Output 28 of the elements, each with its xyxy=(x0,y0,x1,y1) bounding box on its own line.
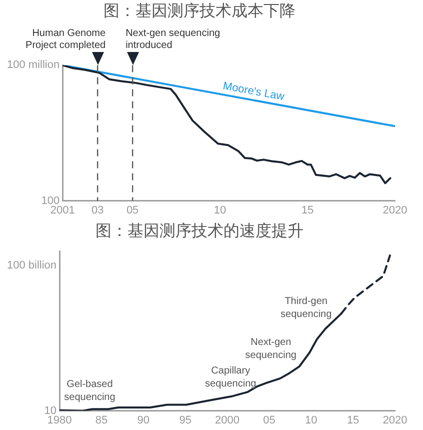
annotation: Gel-based sequencing xyxy=(64,379,116,404)
chart-title: 图：基因测序技术成本下降 xyxy=(104,2,296,20)
text: Moore's Law xyxy=(222,80,286,104)
y-tick-label: 100 xyxy=(41,194,60,207)
ref-line-label: Next-gen sequencing introduced xyxy=(126,28,220,52)
x-tick-label: 1980 xyxy=(47,414,72,426)
y-tick-label: 100 million xyxy=(6,59,60,72)
ref-line-label: Human Genome Project completed xyxy=(26,28,106,52)
x-tick-label: 10 xyxy=(214,204,226,216)
x-tick-label: 15 xyxy=(346,414,360,426)
annotation: Capillary sequencing xyxy=(205,366,256,390)
x-tick-label: 2000 xyxy=(215,414,240,426)
x-tick-label: 90 xyxy=(137,414,150,426)
annotation: Next-gen sequencing xyxy=(245,336,296,361)
x-tick-label: 95 xyxy=(179,414,192,426)
x-tick-label: 10 xyxy=(305,414,318,426)
x-tick-label: 05 xyxy=(263,414,276,426)
y-tick-label: 100 billion xyxy=(6,260,57,272)
x-tick-label: 85 xyxy=(95,414,108,426)
x-tick-label: 05 xyxy=(126,204,139,216)
chart-title: 图：基因测序技术的速度提升 xyxy=(96,222,304,240)
x-tick-label: 03 xyxy=(91,204,104,216)
x-tick-label: 15 xyxy=(301,204,314,216)
x-tick-label: 2020 xyxy=(382,204,408,216)
x-tick-label: 2001 xyxy=(50,204,75,216)
annotation: Third-gen sequencing xyxy=(280,296,332,320)
x-tick-label: 2020 xyxy=(382,414,408,426)
y-tick-label: 10 xyxy=(44,404,57,417)
